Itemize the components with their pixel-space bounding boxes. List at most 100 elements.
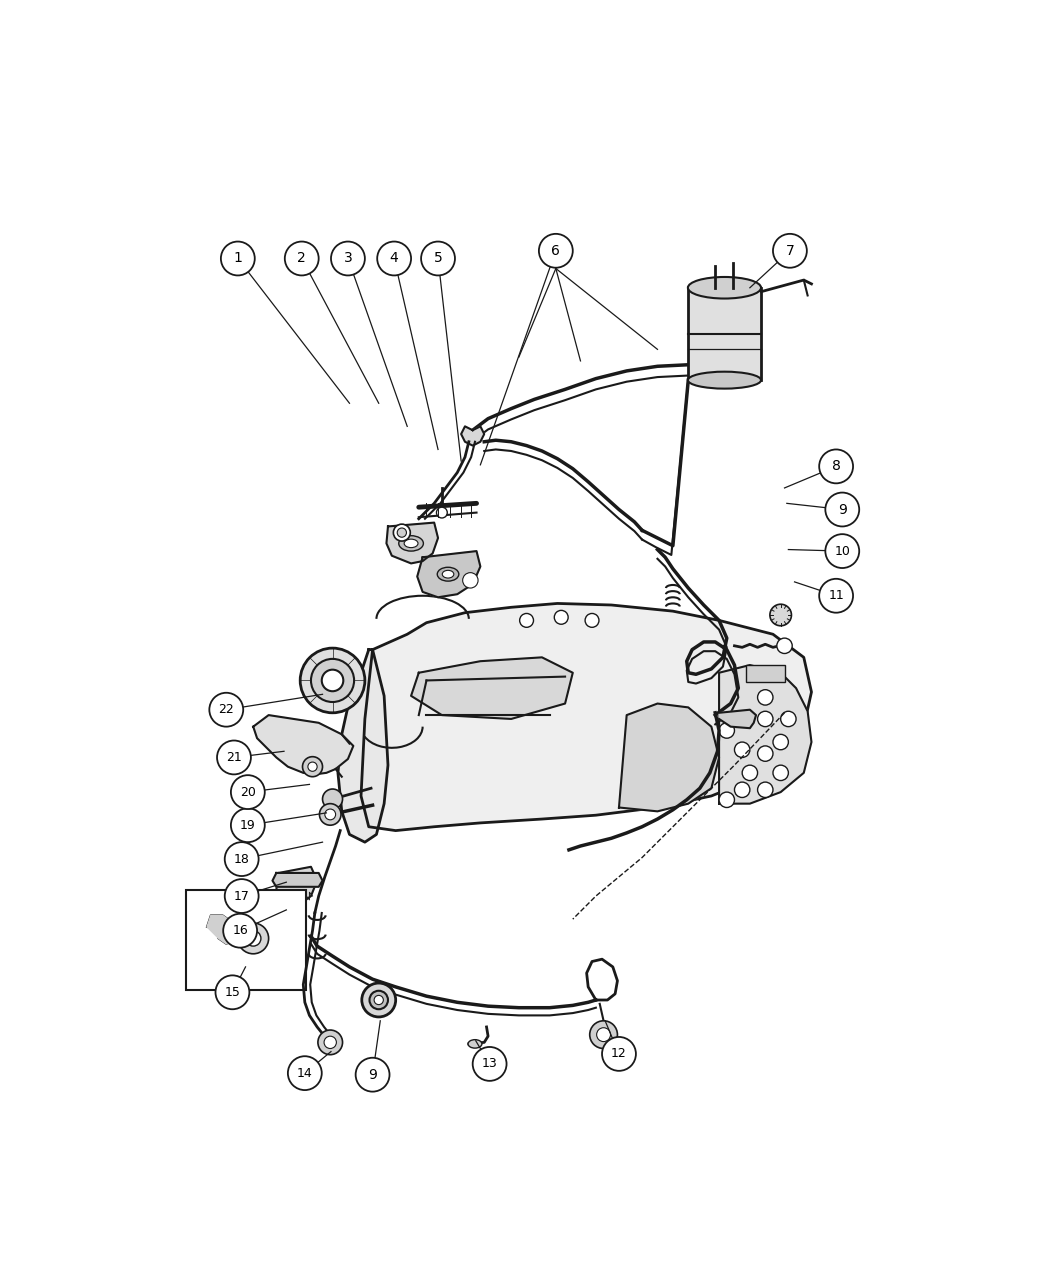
Text: 7: 7 xyxy=(785,244,794,258)
Ellipse shape xyxy=(404,539,418,548)
Text: 15: 15 xyxy=(225,986,240,998)
Polygon shape xyxy=(719,666,812,803)
Circle shape xyxy=(300,648,365,713)
Polygon shape xyxy=(361,603,812,830)
Circle shape xyxy=(602,1037,636,1071)
Text: 1: 1 xyxy=(233,251,243,265)
Bar xyxy=(689,288,761,380)
Text: 6: 6 xyxy=(551,244,561,258)
Circle shape xyxy=(472,1047,506,1081)
Ellipse shape xyxy=(437,567,459,581)
Circle shape xyxy=(777,638,793,654)
Circle shape xyxy=(246,931,260,946)
Circle shape xyxy=(215,975,250,1010)
Bar xyxy=(186,890,306,989)
Circle shape xyxy=(585,613,598,627)
Text: 9: 9 xyxy=(369,1067,377,1081)
Polygon shape xyxy=(719,710,756,728)
Polygon shape xyxy=(273,867,317,912)
Text: 13: 13 xyxy=(482,1057,498,1071)
Circle shape xyxy=(757,690,773,705)
Circle shape xyxy=(421,241,455,275)
Polygon shape xyxy=(412,658,573,719)
Polygon shape xyxy=(253,715,353,774)
Polygon shape xyxy=(620,704,719,811)
Circle shape xyxy=(825,492,859,527)
Polygon shape xyxy=(461,426,484,445)
Circle shape xyxy=(735,782,750,797)
Text: 5: 5 xyxy=(434,251,442,265)
Bar xyxy=(746,666,784,682)
Ellipse shape xyxy=(468,1039,482,1048)
Circle shape xyxy=(302,756,322,776)
Circle shape xyxy=(285,241,319,275)
Circle shape xyxy=(520,613,533,627)
Circle shape xyxy=(321,669,343,691)
Circle shape xyxy=(819,450,853,483)
Circle shape xyxy=(742,765,758,780)
Polygon shape xyxy=(338,650,388,843)
Circle shape xyxy=(356,1058,390,1091)
Text: 18: 18 xyxy=(234,853,250,866)
Circle shape xyxy=(719,792,735,807)
Circle shape xyxy=(220,241,255,275)
Text: 16: 16 xyxy=(232,924,248,937)
Polygon shape xyxy=(417,551,481,597)
Circle shape xyxy=(225,878,258,913)
Text: 4: 4 xyxy=(390,251,399,265)
Circle shape xyxy=(773,734,789,750)
Circle shape xyxy=(554,611,568,625)
Ellipse shape xyxy=(399,536,423,551)
Text: 12: 12 xyxy=(611,1047,627,1061)
Circle shape xyxy=(217,741,251,774)
Circle shape xyxy=(397,528,406,537)
Text: 14: 14 xyxy=(297,1067,313,1080)
Circle shape xyxy=(362,983,396,1017)
Circle shape xyxy=(225,843,258,876)
Circle shape xyxy=(757,711,773,727)
Text: 17: 17 xyxy=(234,890,250,903)
Circle shape xyxy=(288,1056,321,1090)
Circle shape xyxy=(374,996,383,1005)
Text: 11: 11 xyxy=(828,589,844,602)
Circle shape xyxy=(231,775,265,810)
Circle shape xyxy=(209,692,244,727)
Circle shape xyxy=(331,241,365,275)
Circle shape xyxy=(757,746,773,761)
Circle shape xyxy=(394,524,411,541)
Circle shape xyxy=(224,914,257,947)
Circle shape xyxy=(231,808,265,843)
Text: 21: 21 xyxy=(226,751,242,764)
Text: 20: 20 xyxy=(239,785,256,798)
Circle shape xyxy=(463,572,478,588)
Circle shape xyxy=(770,604,792,626)
Circle shape xyxy=(819,579,853,613)
Circle shape xyxy=(324,1037,336,1048)
Circle shape xyxy=(377,241,412,275)
Circle shape xyxy=(825,534,859,569)
Circle shape xyxy=(324,810,336,820)
Text: 2: 2 xyxy=(297,251,307,265)
Polygon shape xyxy=(273,873,322,887)
Circle shape xyxy=(237,923,269,954)
Ellipse shape xyxy=(688,277,761,298)
Circle shape xyxy=(735,742,750,757)
Text: 22: 22 xyxy=(218,704,234,717)
Circle shape xyxy=(773,765,789,780)
Circle shape xyxy=(318,1030,342,1054)
Circle shape xyxy=(780,711,796,727)
Text: 10: 10 xyxy=(835,544,850,557)
Circle shape xyxy=(773,233,806,268)
Text: 19: 19 xyxy=(240,819,256,831)
Circle shape xyxy=(370,991,388,1010)
Circle shape xyxy=(596,1028,610,1042)
Circle shape xyxy=(308,762,317,771)
Circle shape xyxy=(539,233,573,268)
Circle shape xyxy=(590,1021,617,1048)
Text: 8: 8 xyxy=(832,459,841,473)
Circle shape xyxy=(757,782,773,797)
Circle shape xyxy=(437,507,447,518)
Circle shape xyxy=(719,723,735,738)
Circle shape xyxy=(311,659,354,703)
Polygon shape xyxy=(207,915,234,944)
